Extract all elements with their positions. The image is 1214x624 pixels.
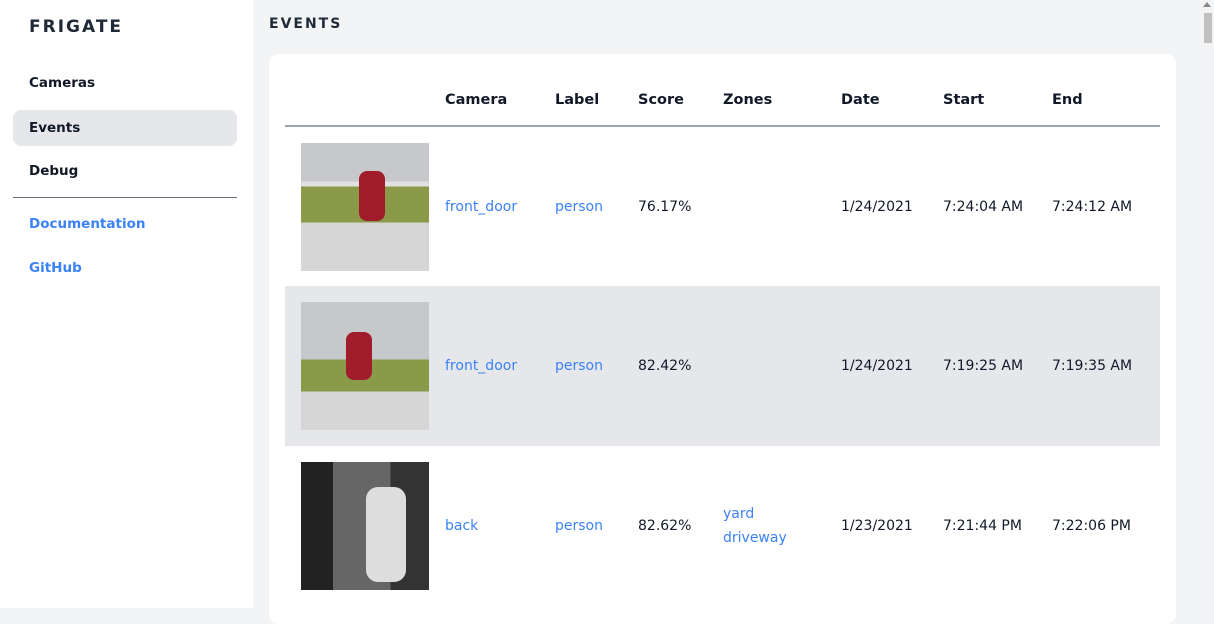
camera-link[interactable]: back (445, 518, 479, 534)
scrollbar-thumb[interactable] (1204, 13, 1212, 43)
camera-link[interactable]: front_door (445, 198, 518, 215)
page-title: EVENTS (269, 16, 343, 32)
score: 76.17% (638, 198, 692, 215)
label-link[interactable]: person (555, 358, 603, 374)
zones: yard driveway (723, 446, 841, 606)
score: 82.62% (638, 518, 692, 534)
sidebar: FRIGATE Cameras Events Debug Documentati… (0, 0, 253, 608)
end-time: 7:24:12 AM (1052, 198, 1133, 215)
scrollbar[interactable] (1200, 0, 1214, 608)
col-end: End (1052, 74, 1160, 127)
score: 82.42% (638, 286, 723, 446)
start-time: 7:24:04 AM (943, 198, 1024, 215)
scroll-up-icon[interactable] (1203, 2, 1211, 7)
nav-documentation[interactable]: Documentation (29, 216, 146, 232)
label-link[interactable]: person (555, 518, 603, 534)
events-table: Camera Label Score Zones Date Start End … (285, 74, 1160, 606)
nav-github[interactable]: GitHub (29, 260, 82, 276)
nav-events[interactable]: Events (13, 110, 237, 146)
table-row[interactable]: back person 82.62% yard driveway 1/23/202… (285, 446, 1160, 606)
zones (723, 126, 841, 286)
nav-debug[interactable]: Debug (29, 163, 79, 179)
table-row[interactable]: front_door person 76.17% 1/24/2021 7:24:… (285, 126, 1160, 286)
col-zones: Zones (723, 74, 841, 127)
end-time: 7:22:06 PM (1052, 518, 1131, 534)
start-time: 7:19:25 AM (943, 286, 1052, 446)
divider (13, 197, 237, 198)
end-time: 7:19:35 AM (1052, 286, 1160, 446)
col-date: Date (841, 74, 943, 127)
event-thumbnail[interactable] (301, 142, 429, 271)
zone-link[interactable]: yard (723, 506, 755, 522)
table-row[interactable]: front_door person 82.42% 1/24/2021 7:19:… (285, 286, 1160, 446)
brand-logo[interactable]: FRIGATE (29, 17, 124, 37)
col-start: Start (943, 74, 1052, 127)
event-thumbnail[interactable] (301, 462, 429, 590)
date: 1/23/2021 (841, 518, 913, 534)
date: 1/24/2021 (841, 286, 943, 446)
camera-link[interactable]: front_door (445, 358, 518, 374)
date: 1/24/2021 (841, 198, 913, 215)
start-time: 7:21:44 PM (943, 518, 1022, 534)
col-label: Label (555, 74, 638, 127)
zone-link[interactable]: driveway (723, 530, 787, 546)
label-link[interactable]: person (555, 198, 603, 215)
col-score: Score (638, 74, 723, 127)
col-camera: Camera (445, 74, 555, 127)
col-thumbnail (285, 74, 445, 127)
nav-cameras[interactable]: Cameras (29, 75, 96, 91)
event-thumbnail[interactable] (301, 302, 429, 430)
events-card: Camera Label Score Zones Date Start End … (269, 54, 1176, 624)
zones (723, 286, 841, 446)
